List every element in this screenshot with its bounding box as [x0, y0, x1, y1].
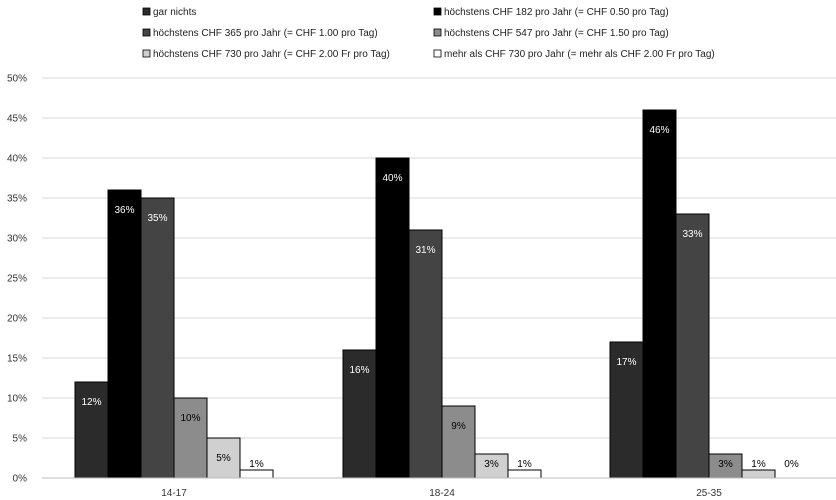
legend-label: mehr als CHF 730 pro Jahr (= mehr als CH… [444, 49, 715, 60]
bar [74, 381, 109, 479]
legend-label: höchstens CHF 365 pro Jahr (= CHF 1.00 p… [153, 28, 378, 39]
y-tick-label: 10% [7, 394, 27, 405]
y-tick-label: 40% [7, 154, 27, 165]
y-tick-label: 5% [13, 434, 28, 445]
data-label: 0% [784, 459, 799, 470]
legend-swatch [142, 49, 151, 58]
y-tick-label: 25% [7, 274, 27, 285]
data-label: 40% [382, 173, 402, 184]
y-tick-label: 15% [7, 354, 27, 365]
bar [441, 405, 476, 479]
y-axis: 0% 5% 10% 15% 20% 25% 30% 35% 40% 45% 50% [7, 74, 27, 485]
data-label: 46% [649, 125, 669, 136]
data-label: 36% [114, 205, 134, 216]
x-tick-label: 14-17 [161, 488, 187, 499]
y-tick-label: 30% [7, 234, 27, 245]
data-label: 3% [484, 459, 499, 470]
data-labels: 12% 36% 35% 10% 5% 1% 16% 40% 31% 9% 3% 1% 17% 46% 33%… [81, 125, 798, 470]
y-tick-label: 0% [13, 474, 28, 485]
y-tick-label: 45% [7, 114, 27, 125]
data-label: 17% [616, 357, 636, 368]
bar [140, 197, 175, 479]
legend-swatch [433, 49, 442, 58]
bar [173, 397, 208, 479]
data-label: 31% [415, 245, 435, 256]
data-label: 33% [682, 229, 702, 240]
data-label: 12% [81, 397, 101, 408]
data-label: 16% [349, 365, 369, 376]
bar [206, 437, 241, 479]
data-label: 1% [249, 459, 264, 470]
bar [239, 469, 274, 479]
bar [375, 157, 410, 479]
data-label: 9% [451, 421, 466, 432]
legend-label: höchstens CHF 730 pro Jahr (= CHF 2.00 F… [153, 49, 390, 60]
bar [609, 341, 644, 479]
data-label: 3% [718, 459, 733, 470]
data-label: 35% [147, 213, 167, 224]
legend-label: höchstens CHF 182 pro Jahr (= CHF 0.50 p… [444, 7, 669, 18]
bars [74, 109, 776, 479]
y-tick-label: 50% [7, 74, 27, 85]
data-label: 1% [517, 459, 532, 470]
bar [741, 469, 776, 479]
legend: gar nichts höchstens CHF 182 pro Jahr (= … [142, 7, 715, 60]
bar [107, 189, 142, 479]
bar [708, 453, 743, 479]
bar [474, 453, 509, 479]
legend-label: gar nichts [153, 7, 196, 18]
bar [507, 469, 542, 479]
data-label: 1% [751, 459, 766, 470]
x-tick-label: 25-35 [696, 488, 722, 499]
legend-swatch [433, 28, 442, 37]
y-tick-label: 20% [7, 314, 27, 325]
x-tick-label: 18-24 [429, 488, 455, 499]
legend-swatch [142, 28, 151, 37]
legend-swatch [142, 7, 151, 16]
y-tick-label: 35% [7, 194, 27, 205]
data-label: 10% [180, 413, 200, 424]
bar [675, 213, 710, 479]
bar [408, 229, 443, 479]
data-label: 5% [216, 453, 231, 464]
x-axis: 14-17 18-24 25-35 [42, 477, 836, 499]
bar [642, 109, 677, 479]
legend-label: höchstens CHF 547 pro Jahr (= CHF 1.50 p… [444, 28, 669, 39]
legend-swatch [433, 7, 442, 16]
